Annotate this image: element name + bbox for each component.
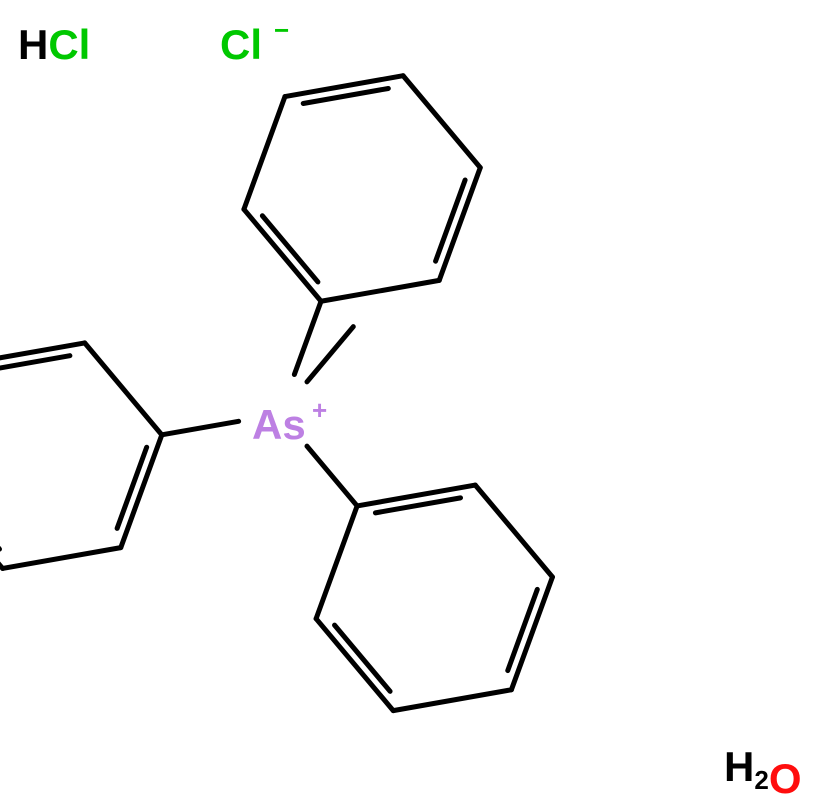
- bond: [307, 446, 357, 506]
- bond: [321, 280, 439, 301]
- bond: [316, 619, 393, 711]
- bond: [244, 209, 321, 301]
- svg-text:HCl: HCl: [18, 21, 90, 68]
- bond: [3, 548, 121, 569]
- bond: [393, 690, 511, 711]
- bond: [316, 506, 357, 619]
- bond: [403, 76, 480, 168]
- bond: [511, 577, 552, 690]
- bond: [357, 485, 475, 506]
- svg-text:−: −: [274, 15, 289, 45]
- bond: [294, 301, 321, 374]
- arsenic-cation: As+: [252, 395, 327, 448]
- bond: [262, 216, 318, 282]
- bond: [439, 168, 480, 281]
- bond: [285, 76, 403, 97]
- bond: [244, 97, 285, 210]
- bond: [85, 343, 162, 435]
- bond: [121, 435, 162, 548]
- hcl: HCl: [18, 21, 90, 68]
- svg-text:+: +: [312, 395, 327, 425]
- h2o: H2O: [724, 743, 801, 798]
- svg-text:As: As: [252, 401, 306, 448]
- bond: [162, 421, 239, 435]
- bond: [335, 625, 391, 691]
- svg-text:H2O: H2O: [724, 743, 801, 798]
- cl_anion: Cl−: [220, 15, 289, 68]
- bond: [475, 485, 552, 577]
- svg-text:Cl: Cl: [220, 21, 262, 68]
- bond: [307, 327, 353, 382]
- bond: [0, 477, 3, 569]
